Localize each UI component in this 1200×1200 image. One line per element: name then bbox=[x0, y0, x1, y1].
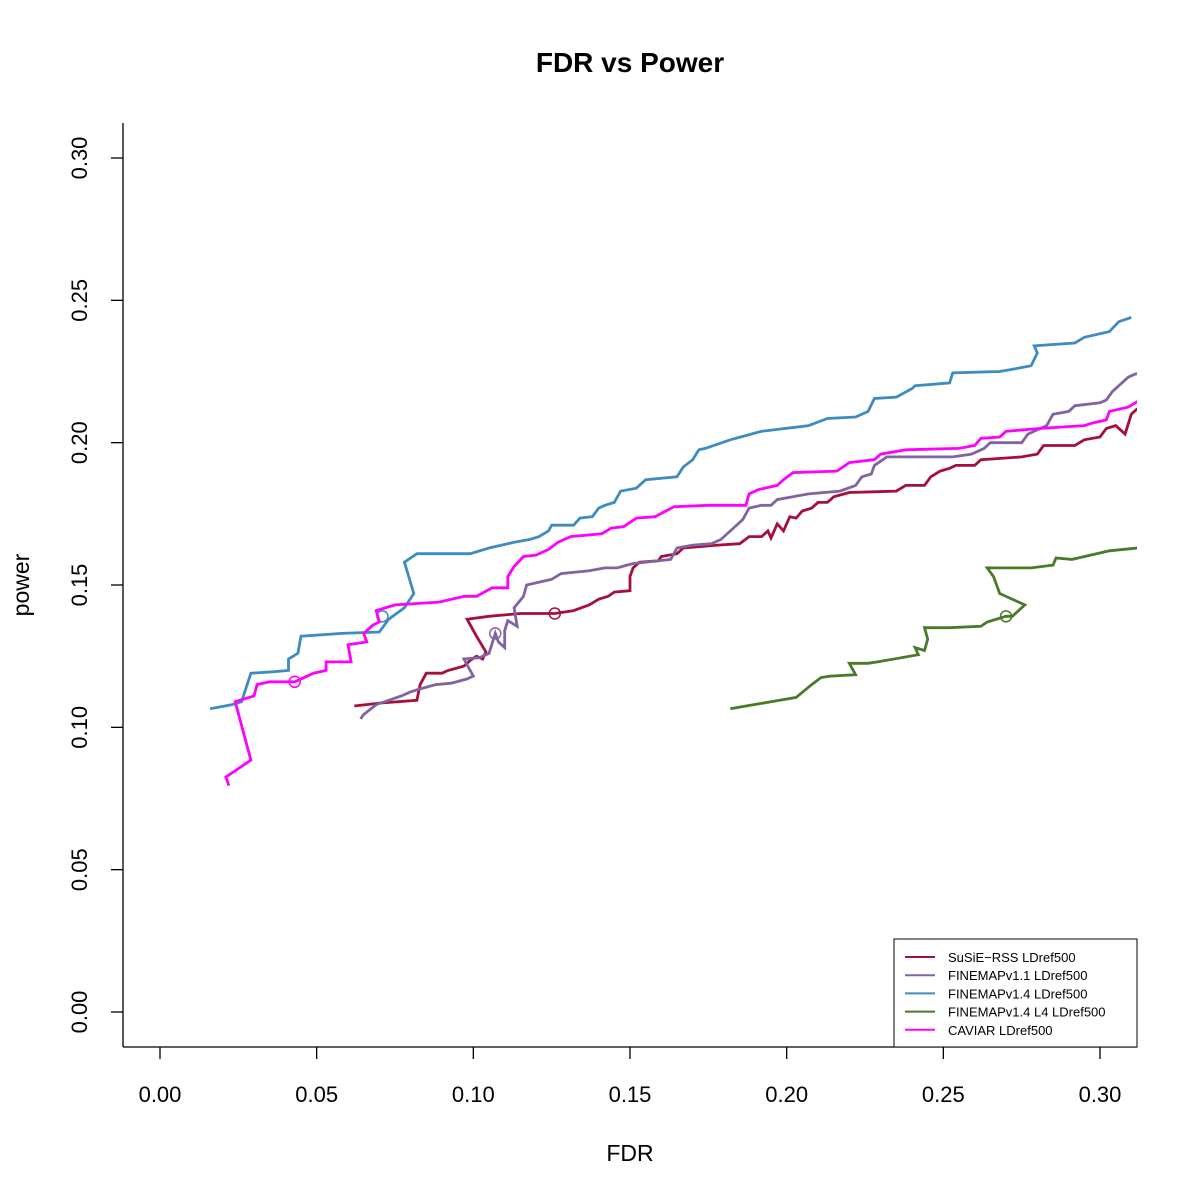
x-tick-label: 0.00 bbox=[139, 1082, 182, 1107]
y-tick-label: 0.10 bbox=[67, 706, 92, 749]
y-tick-label: 0.30 bbox=[67, 137, 92, 180]
series-line-2 bbox=[209, 316, 1132, 711]
x-tick-label: 0.25 bbox=[922, 1082, 965, 1107]
y-tick-label: 0.20 bbox=[67, 421, 92, 464]
series-marker-3 bbox=[999, 610, 1013, 623]
axes: 0.00 0.05 0.10 0.15 0.20 0.25 0.30 0.00 0.05 0.10… bbox=[67, 123, 1137, 1107]
x-tick-label: 0.30 bbox=[1079, 1082, 1122, 1107]
series-line-1 bbox=[359, 372, 1137, 720]
x-tick-label: 0.15 bbox=[609, 1082, 652, 1107]
legend-label: FINEMAPv1.4 L4 LDref500 bbox=[948, 1005, 1106, 1020]
chart-title: FDR vs Power bbox=[536, 47, 724, 78]
series-marker-4 bbox=[288, 675, 301, 689]
legend-label: CAVIAR LDref500 bbox=[948, 1023, 1053, 1038]
y-tick-label: 0.00 bbox=[67, 991, 92, 1034]
legend-label: FINEMAPv1.4 LDref500 bbox=[948, 986, 1087, 1001]
y-tick-label: 0.15 bbox=[67, 564, 92, 607]
y-axis-label: power bbox=[8, 553, 34, 616]
x-tick-label: 0.20 bbox=[765, 1082, 808, 1107]
series-line-4 bbox=[224, 400, 1137, 787]
legend: SuSiE−RSS LDref500 FINEMAPv1.1 LDref500 FI… bbox=[893, 938, 1138, 1048]
y-tick-label: 0.25 bbox=[67, 279, 92, 322]
x-axis-label: FDR bbox=[606, 1140, 653, 1166]
series-marker-0 bbox=[548, 607, 562, 620]
series-marker-1 bbox=[489, 627, 502, 640]
y-tick-label: 0.05 bbox=[67, 848, 92, 891]
legend-label: SuSiE−RSS LDref500 bbox=[948, 950, 1076, 965]
x-tick-label: 0.05 bbox=[295, 1082, 338, 1107]
legend-label: FINEMAPv1.1 LDref500 bbox=[948, 968, 1087, 983]
x-tick-label: 0.10 bbox=[452, 1082, 495, 1107]
series-line-3 bbox=[730, 546, 1137, 711]
series-line-0 bbox=[354, 407, 1137, 708]
series-layer bbox=[209, 316, 1137, 787]
